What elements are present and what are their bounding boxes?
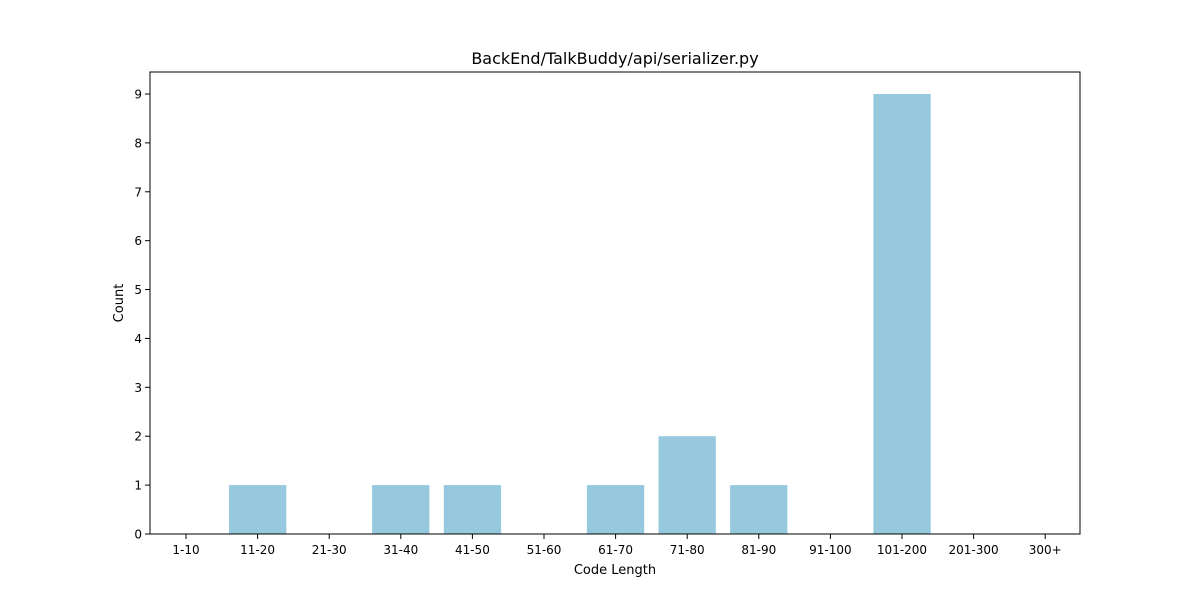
bar-41-50 — [443, 485, 502, 534]
x-axis-label: Code Length — [574, 563, 656, 578]
y-tick-label: 6 — [134, 234, 142, 248]
x-tick-label: 201-300 — [949, 543, 999, 557]
y-tick-label: 5 — [134, 283, 142, 297]
bar-71-80 — [658, 436, 716, 534]
x-tick-label: 81-90 — [741, 543, 776, 557]
y-tick-label: 9 — [134, 88, 142, 102]
y-tick-label: 8 — [134, 136, 142, 150]
y-tick-label: 7 — [134, 185, 142, 199]
y-axis: 0 1 2 3 4 5 6 7 8 9 — [134, 88, 150, 542]
x-tick-label: 31-40 — [383, 543, 418, 557]
x-tick-label: 51-60 — [527, 543, 562, 557]
bars-group — [229, 94, 931, 534]
y-tick-label: 4 — [134, 332, 142, 346]
bar-81-90 — [730, 485, 788, 534]
bar-61-70 — [586, 485, 645, 534]
x-tick-label: 21-30 — [312, 543, 347, 557]
x-tick-label: 101-200 — [877, 543, 927, 557]
y-axis-label: Count — [112, 284, 127, 323]
plot-frame — [149, 71, 1081, 535]
x-axis: 1-10 11-20 21-30 31-40 41-50 51-60 61-70 71-80 8… — [172, 534, 1062, 557]
x-tick-label: 300+ — [1029, 543, 1062, 557]
bar-11-20 — [229, 485, 287, 534]
y-tick-label: 3 — [134, 381, 142, 395]
x-tick-label: 1-10 — [172, 543, 199, 557]
y-tick-label: 0 — [134, 528, 142, 542]
x-tick-label: 71-80 — [670, 543, 705, 557]
chart-title: BackEnd/TalkBuddy/api/serializer.py — [471, 49, 758, 68]
bar-101-200 — [873, 94, 931, 534]
y-tick-label: 1 — [134, 479, 142, 493]
x-tick-label: 61-70 — [598, 543, 633, 557]
x-tick-label: 91-100 — [809, 543, 852, 557]
bar-31-40 — [372, 485, 430, 534]
y-tick-label: 2 — [134, 430, 142, 444]
x-tick-label: 41-50 — [455, 543, 490, 557]
x-tick-label: 11-20 — [240, 543, 275, 557]
